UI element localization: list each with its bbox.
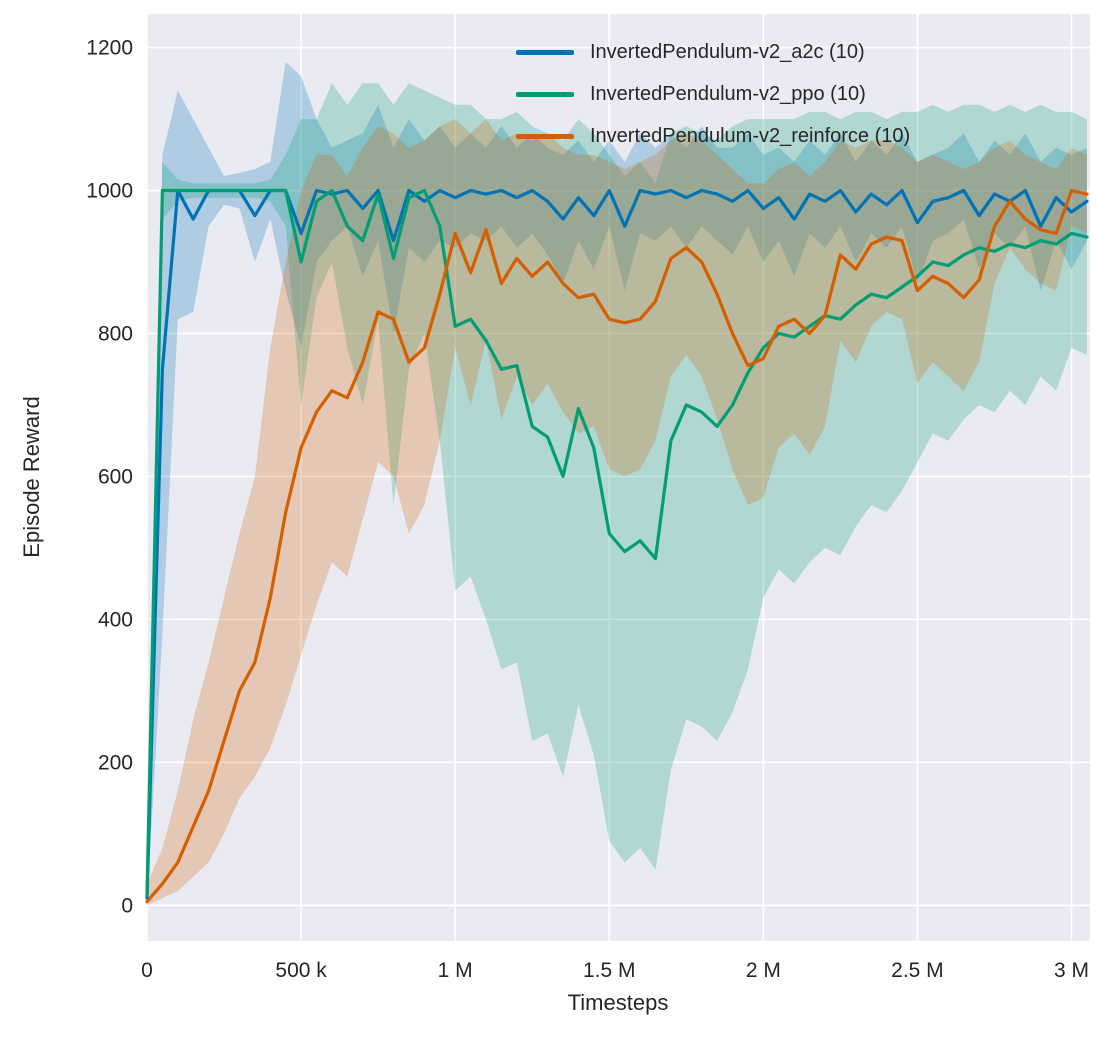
confidence-band-a2c <box>147 61 1087 906</box>
grid-lines <box>146 14 1090 941</box>
confidence-band-ppo <box>147 83 1087 906</box>
confidence-band-reinforce <box>147 119 1087 906</box>
y-tick-labels: 0 200 400 600 800 1000 1200 <box>86 37 133 918</box>
legend-label: InvertedPendulum-v2_a2c (10) <box>590 40 865 63</box>
legend-line-swatch <box>516 49 574 55</box>
plot-area <box>147 14 1090 941</box>
x-tick-label: 1.5 M <box>583 959 636 982</box>
series-line-ppo <box>145 188 1089 897</box>
legend-item-reinforce: InvertedPendulum-v2_reinforce (10) <box>516 120 910 152</box>
y-axis-label: Episode Reward <box>19 396 44 558</box>
y-tick-label: 1000 <box>86 180 133 203</box>
series-line-a2c <box>145 188 1089 900</box>
x-tick-label: 2 M <box>746 959 781 982</box>
x-tick-label: 0 <box>141 959 153 982</box>
legend-line-swatch <box>516 91 574 97</box>
y-tick-label: 1200 <box>86 37 133 60</box>
x-tick-label: 500 k <box>275 959 327 982</box>
x-axis-label: Timesteps <box>567 990 669 1015</box>
y-tick-label: 0 <box>121 894 133 917</box>
legend-label: InvertedPendulum-v2_reinforce (10) <box>590 124 911 147</box>
y-tick-label: 800 <box>98 322 133 345</box>
x-tick-label: 1 M <box>438 959 473 982</box>
y-tick-label: 200 <box>98 751 133 774</box>
y-tick-label: 600 <box>98 465 133 488</box>
chart-legend: InvertedPendulum-v2_a2c (10) InvertedPend… <box>516 36 910 152</box>
legend-item-ppo: InvertedPendulum-v2_ppo (10) <box>516 78 910 110</box>
x-tick-label: 2.5 M <box>891 959 944 982</box>
legend-label: InvertedPendulum-v2_ppo (10) <box>590 82 866 105</box>
x-tick-labels: 0 500 k 1 M 1.5 M 2 M 2.5 M 3 M <box>141 959 1089 982</box>
series-line-reinforce <box>145 188 1089 904</box>
legend-line-swatch <box>516 133 574 139</box>
y-tick-label: 400 <box>98 608 133 631</box>
legend-item-a2c: InvertedPendulum-v2_a2c (10) <box>516 36 910 68</box>
x-tick-label: 3 M <box>1054 959 1089 982</box>
